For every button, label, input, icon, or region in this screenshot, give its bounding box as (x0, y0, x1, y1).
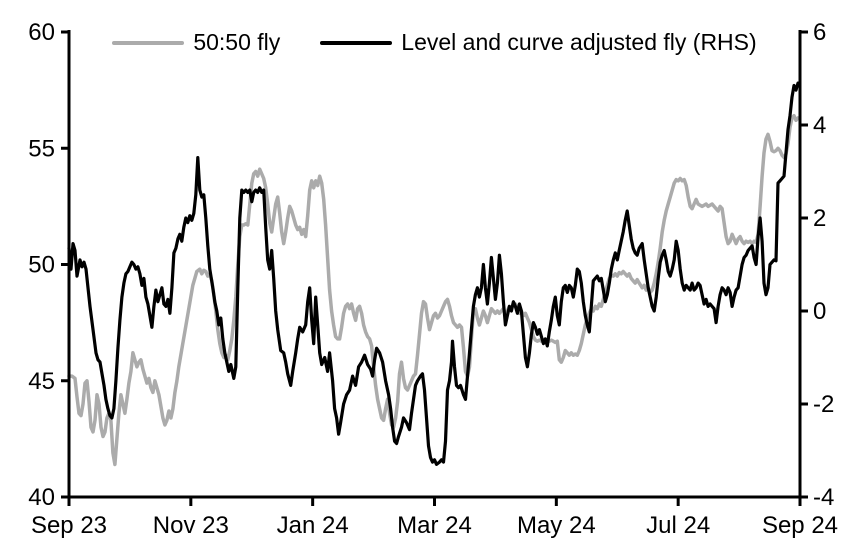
right-axis-tick-label: 0 (813, 298, 826, 325)
x-axis-tick-label: Jan 24 (277, 512, 349, 539)
x-axis-tick-label: Sep 24 (762, 512, 838, 539)
right-axis-tick-label: -2 (813, 391, 834, 418)
series-line-black (67, 81, 800, 466)
left-axis-tick-label: 40 (28, 484, 55, 511)
x-axis-tick-label: Mar 24 (397, 512, 472, 539)
right-axis-tick-label: 2 (813, 205, 826, 232)
left-axis-tick-label: 55 (28, 135, 55, 162)
right-axis-tick-label: -4 (813, 484, 834, 511)
right-axis-tick-label: 6 (813, 19, 826, 46)
series-line-gray (67, 113, 800, 467)
x-axis-tick-label: May 24 (517, 512, 596, 539)
left-axis-tick-label: 60 (28, 19, 55, 46)
x-axis-tick-label: Sep 23 (31, 512, 107, 539)
left-axis-tick-label: 50 (28, 252, 55, 279)
x-axis-tick-label: Nov 23 (153, 512, 229, 539)
x-axis-tick-label: Jul 24 (646, 512, 710, 539)
left-axis-tick-label: 45 (28, 368, 55, 395)
right-axis-tick-label: 4 (813, 112, 826, 139)
